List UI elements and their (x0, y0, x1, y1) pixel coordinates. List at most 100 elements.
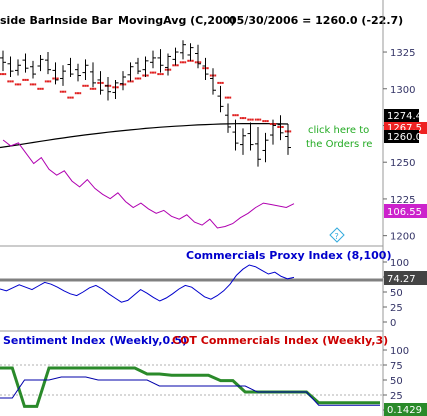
price-bar (15, 59, 21, 76)
sentiment-tick-label: 50 (390, 376, 403, 387)
stop-dot (137, 77, 139, 80)
proxy-last-label: 74.27 (387, 274, 416, 285)
last-oscillator-label: 106.55 (387, 207, 422, 218)
stop-dot (227, 96, 229, 99)
stop-dot (139, 77, 142, 80)
stop-dot (154, 71, 157, 74)
orders-note-line-2[interactable]: the Orders re (306, 139, 372, 150)
price-bar (240, 128, 246, 155)
stop-dot (269, 123, 272, 125)
cot-panel-title: COT Commercials Index (Weekly,3) (172, 334, 388, 347)
price-tick-label: 1200 (390, 232, 415, 243)
stop-dot (161, 73, 164, 76)
stop-dot (0, 73, 2, 76)
price-bar (150, 50, 156, 69)
stop-dot (39, 87, 42, 90)
proxy-tick-label: 0 (390, 318, 396, 329)
stop-dot (202, 67, 205, 70)
price-bar (60, 65, 66, 86)
stop-dot (49, 80, 52, 83)
price-bar (172, 47, 179, 66)
price-bar (135, 57, 141, 75)
price-bar (30, 60, 36, 79)
stop-dot (217, 81, 220, 84)
stop-dot (254, 118, 257, 121)
price-bar (45, 52, 51, 75)
stop-dot (236, 114, 239, 117)
stop-dot (11, 80, 14, 83)
price-bar (232, 119, 239, 151)
stop-dot (251, 118, 254, 121)
stop-dot (289, 130, 292, 133)
sentiment-last-label: 0.1429 (387, 405, 422, 416)
last-close-tag: 1260.0 (384, 130, 422, 143)
price-bar (97, 71, 104, 95)
stop-dot (194, 61, 197, 64)
stop-dot (232, 114, 235, 117)
stop-dot (209, 74, 212, 77)
stop-dot (59, 90, 62, 93)
stop-dot (281, 126, 284, 128)
proxy-last-tag: 74.27 (384, 271, 427, 285)
stop-dot (2, 73, 4, 76)
price-bar (7, 56, 14, 78)
sentiment-panel-title: Sentiment Index (Weekly,0.5) (3, 334, 187, 347)
sentiment-tick-label: 25 (390, 391, 403, 402)
price-bar (247, 122, 254, 151)
stop-dot (149, 71, 152, 74)
price-tick-label: 1250 (390, 158, 415, 169)
stop-dot (187, 59, 190, 62)
proxy-layer (0, 264, 383, 303)
diamond-marker-icon[interactable]: ? (329, 227, 345, 243)
price-bar (157, 49, 164, 73)
price-bar (112, 79, 119, 100)
stop-dot (119, 83, 122, 86)
stop-dot (157, 73, 160, 76)
cot-line (0, 376, 380, 406)
last-close-label: 1260.0 (387, 132, 422, 143)
stop-dot (64, 90, 67, 93)
stop-dot (127, 80, 130, 83)
stop-dot (26, 78, 29, 81)
price-bar (90, 62, 96, 88)
price-bar (225, 103, 231, 133)
stop-dot (84, 84, 87, 87)
stop-dot (82, 84, 85, 87)
stop-dot (266, 120, 269, 123)
stop-dot (24, 78, 27, 81)
last-oscillator-tag: 106.55 (384, 204, 427, 218)
price-bar (285, 124, 291, 155)
price-bar (67, 57, 74, 78)
stop-dot (244, 117, 247, 120)
stop-dot (224, 96, 227, 99)
price-bar (270, 119, 276, 145)
stop-dot (34, 83, 37, 86)
sentiment-layer (0, 364, 383, 408)
price-bar (37, 54, 44, 72)
proxy-line (0, 264, 295, 303)
price-tick-label: 1225 (390, 195, 415, 206)
price-bar (0, 50, 6, 72)
stop-dot (4, 73, 7, 76)
price-bar (105, 77, 111, 101)
stop-dot (159, 73, 162, 76)
oscillator-line (2, 139, 295, 229)
stop-dot (101, 81, 104, 84)
proxy-tick-label: 100 (390, 258, 409, 269)
stop-dot (182, 61, 184, 64)
stop-dot (9, 80, 12, 83)
stop-dot (152, 71, 154, 74)
study-label-2: Inside Bar (50, 14, 113, 27)
moving-average-line (0, 122, 289, 149)
proxy-tick-label: 25 (390, 303, 403, 314)
stop-dot (67, 96, 70, 99)
stop-dot (242, 117, 244, 120)
stop-dot (109, 84, 112, 87)
orders-note-line-1[interactable]: click here to (308, 125, 369, 136)
stop-dot (89, 87, 92, 90)
price-bars-layer (0, 40, 291, 167)
stop-dot (7, 80, 10, 83)
stop-dot (97, 81, 100, 84)
stop-dot (134, 77, 137, 80)
